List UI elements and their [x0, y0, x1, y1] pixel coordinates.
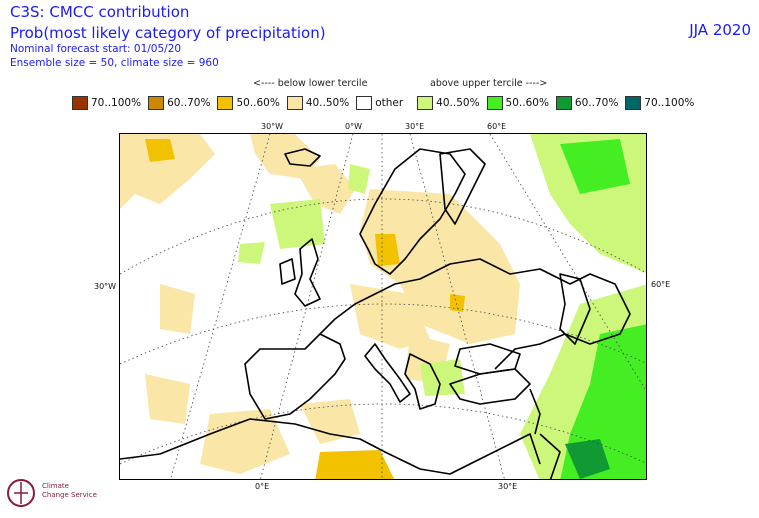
- legend-item-below-60: 60..70%: [148, 96, 210, 110]
- parallel-north: [120, 198, 646, 275]
- map-subtitle: Prob(most likely category of precipitati…: [10, 24, 326, 42]
- legend-label: 50..60%: [505, 97, 549, 109]
- meridian-0: [260, 134, 354, 479]
- logo-line1: Climate: [42, 482, 69, 490]
- below-tercile-label: <---- below lower tercile: [253, 78, 368, 89]
- tan-patch-mediterranean: [300, 399, 360, 444]
- lon-label-top-30e: 30°E: [405, 122, 425, 131]
- legend-label: other: [375, 97, 404, 109]
- legend-label: 40..50%: [305, 97, 350, 109]
- coast-ireland: [279, 258, 296, 285]
- forecast-start: Nominal forecast start: 01/05/20: [10, 43, 182, 55]
- coast-caspian: [559, 273, 591, 345]
- coast-iberia: [244, 333, 346, 420]
- coast-black-sea: [454, 343, 521, 375]
- green-patch-atlantic: [270, 199, 325, 249]
- legend-item-above-40: 40..50%: [417, 96, 480, 110]
- lon-label-left-30w: 30°W: [94, 282, 117, 291]
- climate-logo-icon: [7, 479, 35, 507]
- legend-swatch: [555, 96, 572, 110]
- meridian-30e: [409, 134, 505, 479]
- below-50-60-areas: [145, 139, 465, 479]
- lon-label-top-0: 0°W: [345, 122, 362, 131]
- legend-swatch: [217, 96, 234, 110]
- green-patch-balkan: [420, 359, 465, 396]
- green-patch-norway: [348, 164, 370, 194]
- legend-swatch: [286, 96, 303, 110]
- meridian-30w: [170, 134, 271, 479]
- legend-swatch: [72, 96, 88, 110]
- lon-label-bottom-0: 0°E: [255, 482, 270, 491]
- bright-green-patch-northeast: [560, 139, 630, 194]
- precipitation-map: [119, 133, 647, 480]
- tan-patch-atlantic-west: [160, 284, 195, 334]
- tan-patch-north-mid: [295, 164, 355, 214]
- green-patch-sea: [238, 242, 265, 264]
- above-tercile-label: above upper tercile ---->: [430, 78, 548, 89]
- lon-label-top-60e: 60°E: [487, 122, 507, 131]
- yellow-patch-russia: [450, 294, 465, 312]
- tan-patch-iberia-west: [145, 374, 190, 424]
- legend-item-below-70: 70..100%: [72, 96, 141, 110]
- graticule: [120, 134, 646, 479]
- legend-swatch: [486, 96, 503, 110]
- coast-iceland: [284, 148, 321, 167]
- legend-label: 60..70%: [167, 97, 211, 109]
- above-50-60-areas: [560, 139, 646, 479]
- below-40-50-areas: [120, 134, 520, 474]
- legend-item-below-40: 40..50%: [286, 96, 350, 110]
- legend-label: 40..50%: [436, 97, 480, 109]
- yellow-patch-north-atlantic: [145, 139, 175, 162]
- dark-green-patch-southeast: [565, 439, 610, 479]
- lon-label-top-30w: 30°W: [261, 122, 284, 131]
- tan-patch-north-atlantic: [250, 134, 320, 179]
- legend-swatch: [148, 96, 165, 110]
- legend-label: 70..100%: [644, 97, 695, 109]
- copernicus-logo: Climate Change Service: [4, 474, 104, 514]
- ensemble-size: Ensemble size = 50, climate size = 960: [10, 57, 219, 69]
- legend-label: 50..60%: [236, 97, 280, 109]
- coast-balkans-greece: [404, 353, 441, 410]
- bright-green-patch-east: [560, 324, 646, 479]
- coast-finland-kola: [439, 148, 486, 225]
- lon-label-bottom-30e: 30°E: [498, 482, 518, 491]
- legend-item-below-50: 50..60%: [217, 96, 280, 110]
- coast-middle-east: [529, 388, 541, 435]
- season-label: JJA 2020: [689, 21, 751, 39]
- meridian-60e: [489, 134, 646, 392]
- coast-north-africa: [120, 418, 541, 475]
- legend: 70..100% 60..70% 50..60% 40..50% other 4…: [72, 96, 701, 110]
- coast-continent-north: [319, 258, 631, 370]
- legend-label: 60..70%: [574, 97, 619, 109]
- tan-patch-baltic-russia: [360, 189, 520, 344]
- legend-swatch: [625, 96, 642, 110]
- lon-label-right-60e: 60°E: [651, 280, 671, 289]
- legend-item-other: other: [356, 96, 403, 110]
- coast-italy: [364, 343, 411, 403]
- coast-arabia: [539, 433, 561, 479]
- legend-label: 70..100%: [91, 97, 142, 109]
- legend-swatch: [356, 96, 373, 110]
- yellow-patch-north-africa: [315, 450, 395, 479]
- tan-patch-central-europe: [350, 284, 430, 349]
- above-60-70-areas: [565, 439, 610, 479]
- legend-item-above-60: 60..70%: [555, 96, 619, 110]
- coast-scandinavia: [359, 148, 466, 275]
- map-svg: [120, 134, 646, 479]
- map-title: C3S: CMCC contribution: [10, 3, 190, 21]
- tan-patch-northwest: [120, 134, 215, 209]
- legend-swatch: [417, 96, 434, 110]
- legend-item-above-70: 70..100%: [625, 96, 694, 110]
- logo-line2: Change Service: [42, 491, 97, 499]
- coast-great-britain: [294, 238, 321, 307]
- legend-item-above-50: 50..60%: [486, 96, 549, 110]
- yellow-patch-scandinavia: [375, 234, 400, 266]
- tan-patch-north-africa: [200, 409, 290, 474]
- coastlines: [120, 148, 631, 479]
